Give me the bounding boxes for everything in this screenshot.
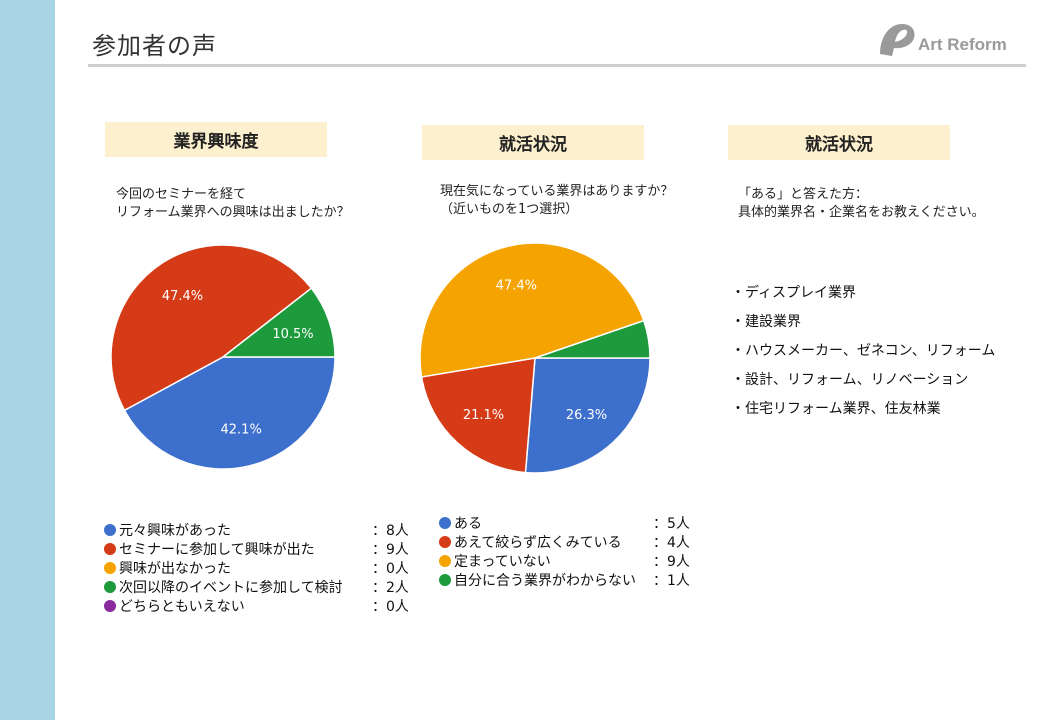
legend-count: ：4人 — [653, 535, 690, 551]
question-jobhunt: 現在気になっている業界はありますか？ （近いものを1つ選択） — [440, 183, 673, 219]
legend-label: セミナーに参加して興味が出た — [119, 542, 315, 558]
legend-color-dot — [104, 524, 116, 536]
question-interest: 今回のセミナーを経て リフォーム業界への興味は出ましたか？ — [116, 186, 350, 222]
legend-item: セミナーに参加して興味が出た ：9人 — [104, 541, 420, 560]
pie-slice — [110, 244, 313, 412]
legend-label: 次回以降のイベントに参加して検討 — [119, 580, 343, 596]
legend-color-dot — [439, 555, 451, 567]
section-heading-industry: 就活状況 — [728, 125, 950, 160]
pie-slice — [420, 357, 536, 474]
legend-color-dot — [439, 517, 451, 529]
legend-label: 定まっていない — [454, 554, 551, 570]
legend-count: ：1人 — [653, 573, 690, 589]
pie-chart-jobhunt: 26.3% 21.1% 47.4% — [419, 242, 651, 474]
legend-item: 元々興味があった ：8人 — [104, 522, 420, 541]
question-line: リフォーム業界への興味は出ましたか？ — [116, 205, 350, 220]
pie-slice — [524, 357, 651, 474]
legend-item: あえて絞らず広くみている ：4人 — [439, 534, 701, 553]
legend-label: 元々興味があった — [119, 523, 231, 539]
question-line: 「ある」と答えた方： — [738, 187, 869, 202]
slice-percent-label: 26.3% — [566, 408, 607, 423]
question-line: 今回のセミナーを経て — [116, 187, 247, 202]
legend-color-dot — [439, 574, 451, 586]
page-title: 参加者の声 — [92, 32, 217, 60]
legend-item: 次回以降のイベントに参加して検討 ：2人 — [104, 579, 420, 598]
legend-item: ある ：5人 — [439, 515, 701, 534]
section-heading-jobhunt: 就活状況 — [422, 125, 644, 160]
legend-count: ：9人 — [653, 554, 690, 570]
pie-slice — [419, 242, 645, 378]
slice-percent-label: 47.4% — [496, 278, 537, 293]
pie-chart-interest: 42.1% 47.4% 10.5% — [110, 244, 336, 470]
legend-count: ：5人 — [653, 516, 690, 532]
legend-label: ある — [454, 516, 482, 532]
legend-item: どちらともいえない ：0人 — [104, 598, 420, 617]
legend-count: ：0人 — [372, 599, 409, 615]
legend-count: ：8人 — [372, 523, 409, 539]
pie-slice — [534, 319, 651, 359]
answer-item: ・住宅リフォーム業界、住友林業 — [731, 401, 941, 417]
legend-label: 興味が出なかった — [119, 561, 231, 577]
legend-count: ：2人 — [372, 580, 409, 596]
slice-percent-label: 21.1% — [463, 408, 504, 423]
pie-slice — [123, 356, 336, 470]
legend-label: どちらともいえない — [119, 599, 245, 615]
slice-percent-label: 10.5% — [272, 327, 313, 342]
question-line: 具体的業界名・企業名をお教えください。 — [738, 205, 985, 220]
legend-item: 興味が出なかった ：0人 — [104, 560, 420, 579]
pie-slice — [220, 287, 336, 358]
title-divider — [88, 64, 1026, 67]
answer-item: ・設計、リフォーム、リノベーション — [731, 372, 969, 388]
question-line: 現在気になっている業界はありますか？ — [440, 184, 674, 199]
legend-label: 自分に合う業界がわからない — [454, 573, 636, 589]
answer-item: ・ハウスメーカー、ゼネコン、リフォーム — [731, 343, 996, 359]
legend-color-dot — [104, 543, 116, 555]
slice-percent-label: 42.1% — [221, 423, 262, 438]
legend-label: あえて絞らず広くみている — [454, 535, 622, 551]
answer-list: ・ディスプレイ業界 ・建設業界 ・ハウスメーカー、ゼネコン、リフォーム ・設計、… — [731, 282, 995, 427]
slice-percent-label: 47.4% — [162, 289, 203, 304]
brand-logo: Art Reform — [876, 20, 1036, 60]
logo-text: Art Reform — [918, 35, 1007, 54]
legend-color-dot — [104, 581, 116, 593]
legend-jobhunt: ある ：5人あえて絞らず広くみている ：4人定まっていない ：9人自分に合う業界がわか… — [439, 515, 701, 591]
legend-color-dot — [104, 600, 116, 612]
question-industry: 「ある」と答えた方： 具体的業界名・企業名をお教えください。 — [738, 186, 985, 222]
left-accent-bar — [0, 0, 55, 720]
legend-item: 定まっていない ：9人 — [439, 553, 701, 572]
legend-interest: 元々興味があった ：8人 セミナーに参加して興味が出た ：9人 興味が出なかった ：0人次… — [104, 522, 420, 617]
legend-count: ：0人 — [372, 561, 409, 577]
question-line: （近いものを1つ選択） — [440, 202, 579, 217]
section-heading-interest: 業界興味度 — [105, 122, 327, 157]
answer-item: ・建設業界 — [731, 314, 801, 330]
answer-item: ・ディスプレイ業界 — [731, 285, 857, 301]
legend-color-dot — [439, 536, 451, 548]
legend-count: ：9人 — [372, 542, 409, 558]
legend-item: 自分に合う業界がわからない ：1人 — [439, 572, 701, 591]
art-reform-logo-icon — [880, 24, 915, 56]
legend-color-dot — [104, 562, 116, 574]
